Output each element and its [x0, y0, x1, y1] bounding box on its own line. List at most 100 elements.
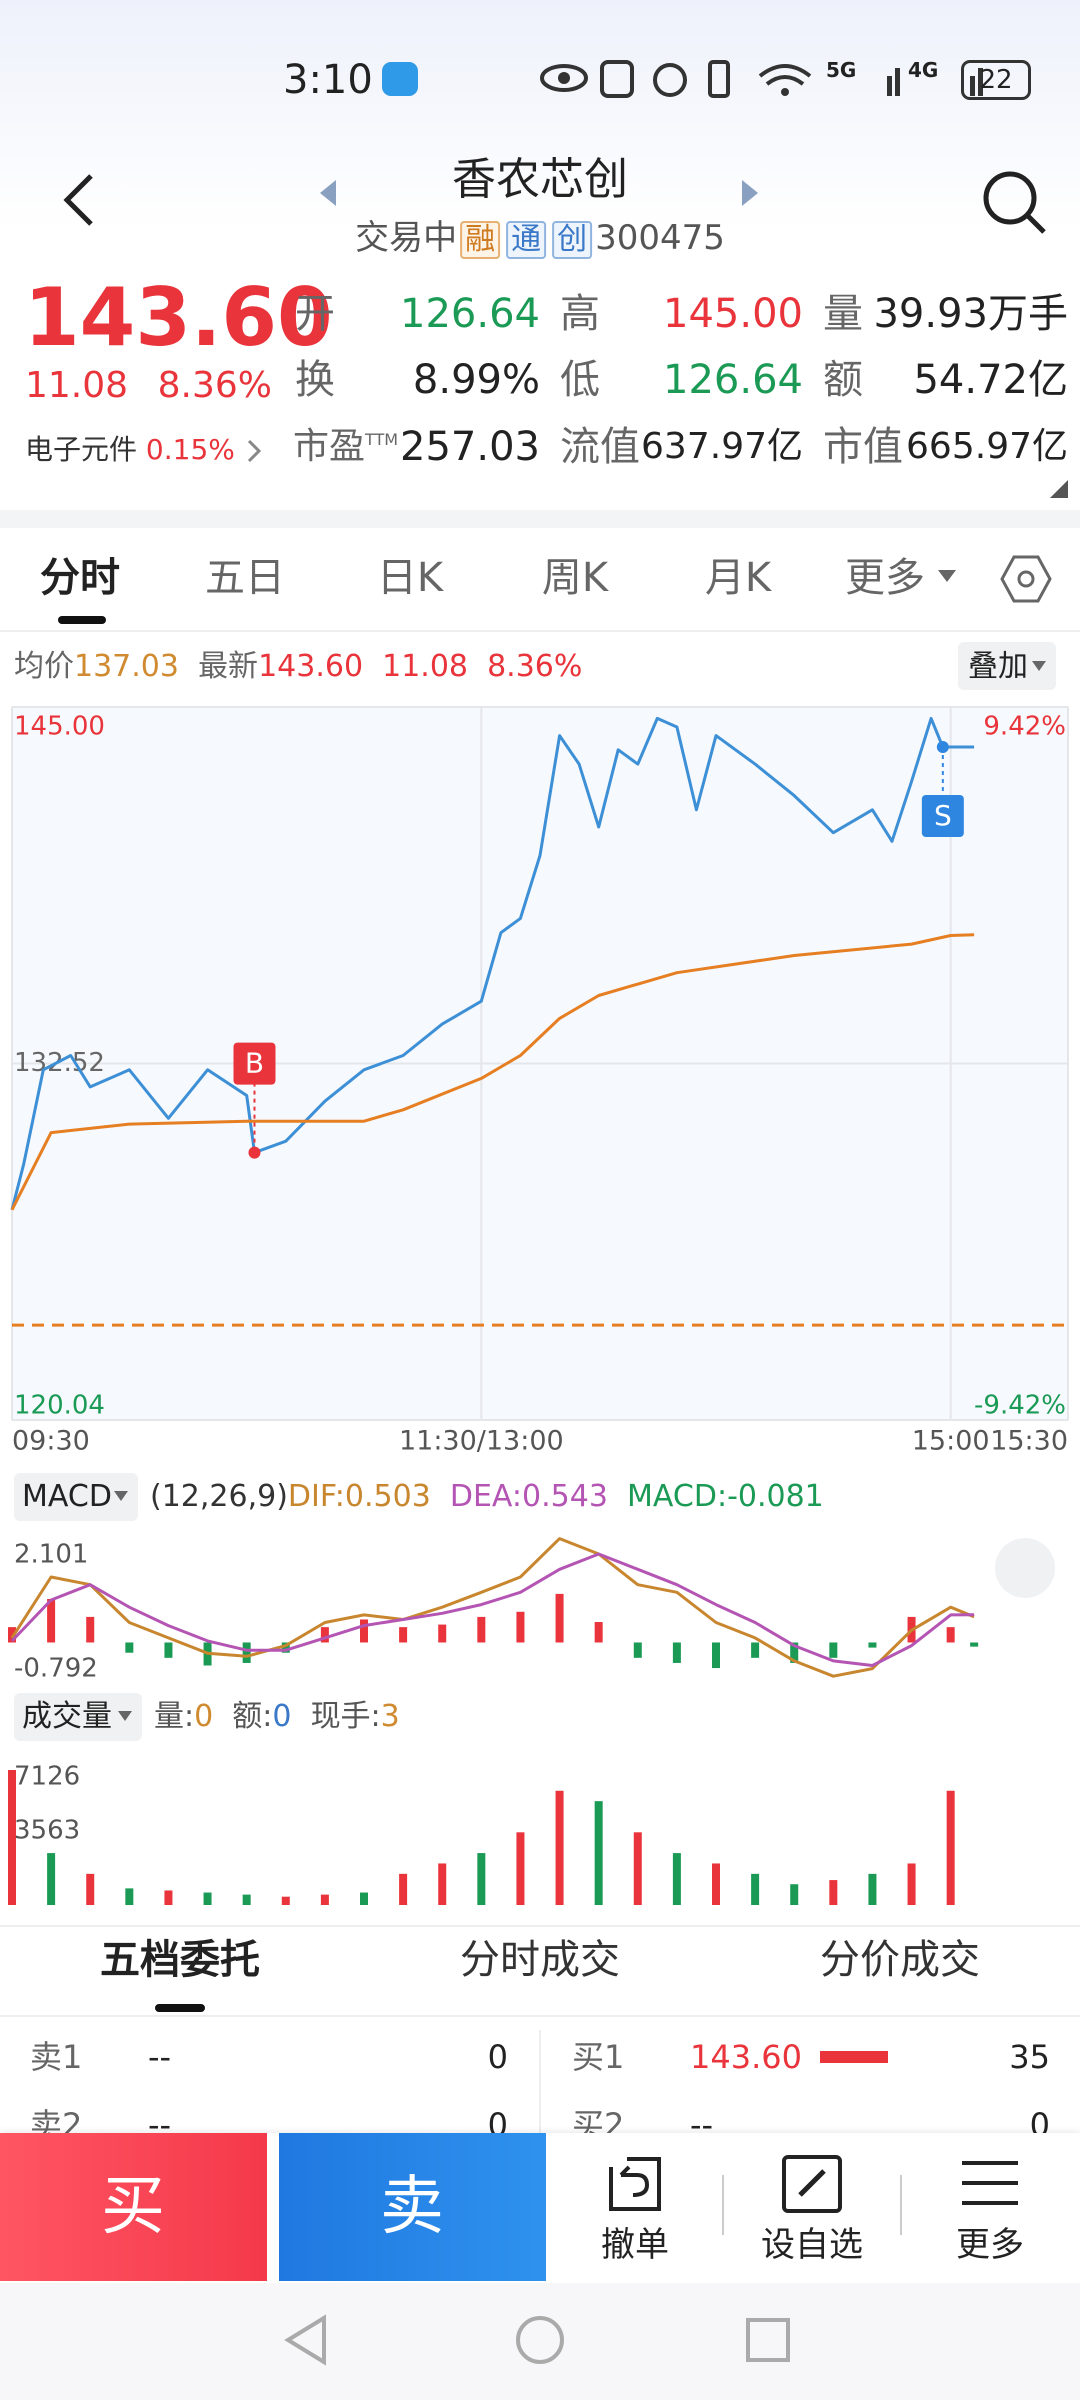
- stat-label: 低: [560, 357, 600, 403]
- order-tab[interactable]: 分价成交: [820, 1937, 980, 1983]
- y-tick-label: 3563: [14, 1816, 80, 1846]
- series-line: [10, 1537, 975, 1678]
- tab[interactable]: 更多: [845, 555, 925, 601]
- watchlist-icon[interactable]: [780, 2153, 844, 2215]
- fullscreen-button[interactable]: [995, 1538, 1055, 1598]
- tag: 融: [460, 221, 501, 259]
- macd-bar: [281, 1642, 290, 1653]
- series-line: [10, 933, 975, 1211]
- volume-bar: [203, 1892, 212, 1905]
- overlay-label: 叠加: [968, 649, 1028, 684]
- stat-label: 市值: [823, 424, 903, 470]
- nav-home[interactable]: [516, 2316, 564, 2364]
- sell-button[interactable]: [279, 2133, 546, 2281]
- stat-value: 54.72亿: [913, 357, 1068, 403]
- order-volume: 35: [1009, 2038, 1050, 2076]
- tab[interactable]: 分时: [40, 555, 120, 601]
- next-stock[interactable]: [740, 178, 760, 208]
- y-tick-label: -0.792: [14, 1654, 98, 1684]
- price-change: 11.08: [25, 365, 129, 406]
- divider: [539, 2030, 541, 2140]
- annotation: 9.42%: [983, 712, 1066, 742]
- signal-icon: [978, 68, 983, 96]
- tab[interactable]: 月K: [704, 555, 772, 601]
- order-price: --: [148, 2038, 172, 2076]
- eye-icon: [540, 64, 588, 92]
- legend-name: 额:: [232, 1699, 273, 1734]
- legend-value: 3: [380, 1699, 400, 1734]
- avg-value: 137.03: [74, 649, 179, 684]
- sector-arrow[interactable]: [246, 438, 262, 464]
- legend-name: DEA:: [449, 1479, 523, 1514]
- macd-bar: [712, 1642, 720, 1669]
- watchlist-label: 设自选: [761, 2225, 863, 2265]
- order-tab[interactable]: 五档委托: [100, 1937, 260, 1983]
- tab[interactable]: 五日: [205, 555, 285, 601]
- x-tick-label: 09:30: [12, 1426, 90, 1457]
- prev-stock[interactable]: [318, 178, 338, 208]
- stat-label: 开: [295, 291, 335, 337]
- buy-button[interactable]: [0, 2133, 267, 2281]
- macd-bar: [47, 1598, 56, 1643]
- order-tab[interactable]: 分时成交: [460, 1937, 620, 1983]
- divider: [900, 2175, 902, 2235]
- macd-bar: [438, 1624, 447, 1643]
- more-icon[interactable]: [958, 2155, 1022, 2211]
- cancel-label: 撤单: [601, 2225, 669, 2265]
- nav-back[interactable]: [284, 2314, 326, 2366]
- y-tick-label: 2.101: [14, 1540, 88, 1570]
- volume-legend: 量:0 额:0 现手:3: [154, 1702, 400, 1732]
- volume-bar: [438, 1863, 447, 1905]
- expand-corner[interactable]: [1050, 480, 1068, 498]
- order-label: 买1: [572, 2038, 625, 2076]
- divider: [0, 630, 1080, 632]
- indicator-selector[interactable]: [14, 1693, 142, 1741]
- order-bar: [820, 2051, 888, 2063]
- order-price: 143.60: [690, 2038, 802, 2076]
- buy-label: 买: [101, 2170, 165, 2244]
- stat-label: 市盈: [293, 426, 366, 467]
- tab[interactable]: 日K: [376, 555, 444, 601]
- network-label: 5G: [826, 58, 857, 82]
- stat-label: 高: [560, 291, 600, 337]
- back-button[interactable]: [55, 170, 105, 230]
- settings-button[interactable]: [1000, 553, 1052, 605]
- legend-value: 0.503: [344, 1479, 431, 1514]
- volume-bar: [594, 1801, 603, 1905]
- latest-value: 143.60: [258, 649, 364, 684]
- volume-bar: [125, 1888, 134, 1905]
- stat-value: 39.93万手: [873, 291, 1068, 337]
- search-button[interactable]: [980, 168, 1050, 238]
- stat-value: 145.00: [663, 291, 803, 337]
- volume-bar: [555, 1790, 564, 1905]
- y-tick-label: 120.04: [14, 1391, 105, 1421]
- price-change-pct: 8.36%: [157, 365, 272, 406]
- volume-bar: [946, 1790, 955, 1905]
- macd-bar: [970, 1642, 979, 1647]
- volume-bar: [8, 1770, 16, 1905]
- legend-name: 现手:: [310, 1699, 381, 1734]
- stat-label: 流值: [560, 424, 640, 470]
- nav-buttons: [284, 2314, 790, 2366]
- indicator-selector[interactable]: [14, 1473, 138, 1521]
- macd-bar: [8, 1627, 16, 1643]
- tag: 通: [506, 221, 547, 259]
- chart-info: 均价137.03 最新143.60 11.08 8.36%: [14, 652, 582, 682]
- y-tick-label: 145.00: [14, 712, 105, 742]
- indicator-title: MACD: [22, 1479, 112, 1514]
- cancel-icon[interactable]: [603, 2153, 667, 2215]
- signal-icon: [970, 76, 975, 96]
- signal-icon: [895, 68, 900, 96]
- order-volume: 0: [487, 2038, 508, 2076]
- macd-bar: [242, 1642, 251, 1663]
- nav-recent[interactable]: [746, 2318, 790, 2362]
- price: 143.60: [24, 271, 333, 364]
- tag: 创: [552, 221, 593, 259]
- volume-bar: [672, 1853, 681, 1905]
- volume-bar: [633, 1832, 642, 1905]
- y-tick-label: 7126: [14, 1762, 80, 1792]
- latest-change: 11.08: [382, 649, 469, 684]
- sector-change: 0.15%: [145, 433, 235, 466]
- tab[interactable]: 周K: [541, 555, 609, 601]
- latest-change-pct: 8.36%: [487, 649, 583, 684]
